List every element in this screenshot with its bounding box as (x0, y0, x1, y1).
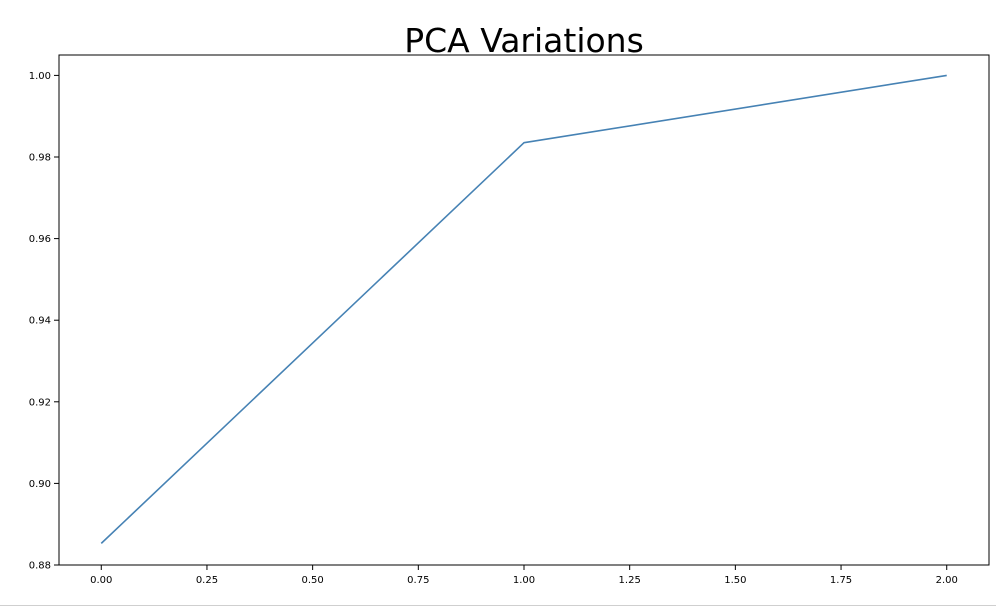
x-tick-label: 2.00 (936, 575, 958, 586)
x-tick-label: 1.75 (830, 575, 852, 586)
y-tick-label: 1.00 (29, 71, 51, 82)
y-tick-label: 0.98 (29, 153, 51, 164)
series-layer (101, 75, 946, 543)
x-tick-label: 0.75 (407, 575, 429, 586)
y-axis-ticks: 0.88 0.90 0.92 0.94 0.96 0.98 1.00 (29, 71, 59, 572)
series-line (101, 75, 946, 543)
y-tick-label: 0.96 (29, 234, 51, 245)
x-tick-label: 0.25 (196, 575, 218, 586)
x-tick-label: 1.00 (513, 575, 535, 586)
y-tick-label: 0.92 (29, 397, 51, 408)
y-tick-label: 0.88 (29, 561, 51, 572)
plot-frame (59, 55, 989, 565)
x-axis-ticks: 0.00 0.25 0.50 0.75 1.00 1.25 1.50 1.75 2.00 (90, 565, 958, 586)
x-tick-label: 1.25 (619, 575, 641, 586)
y-tick-label: 0.90 (29, 479, 51, 490)
x-tick-label: 0.50 (302, 575, 324, 586)
x-tick-label: 0.00 (90, 575, 112, 586)
bottom-divider (0, 605, 996, 606)
x-tick-label: 1.50 (724, 575, 746, 586)
chart-title: PCA Variations (404, 21, 644, 60)
y-tick-label: 0.94 (29, 316, 51, 327)
